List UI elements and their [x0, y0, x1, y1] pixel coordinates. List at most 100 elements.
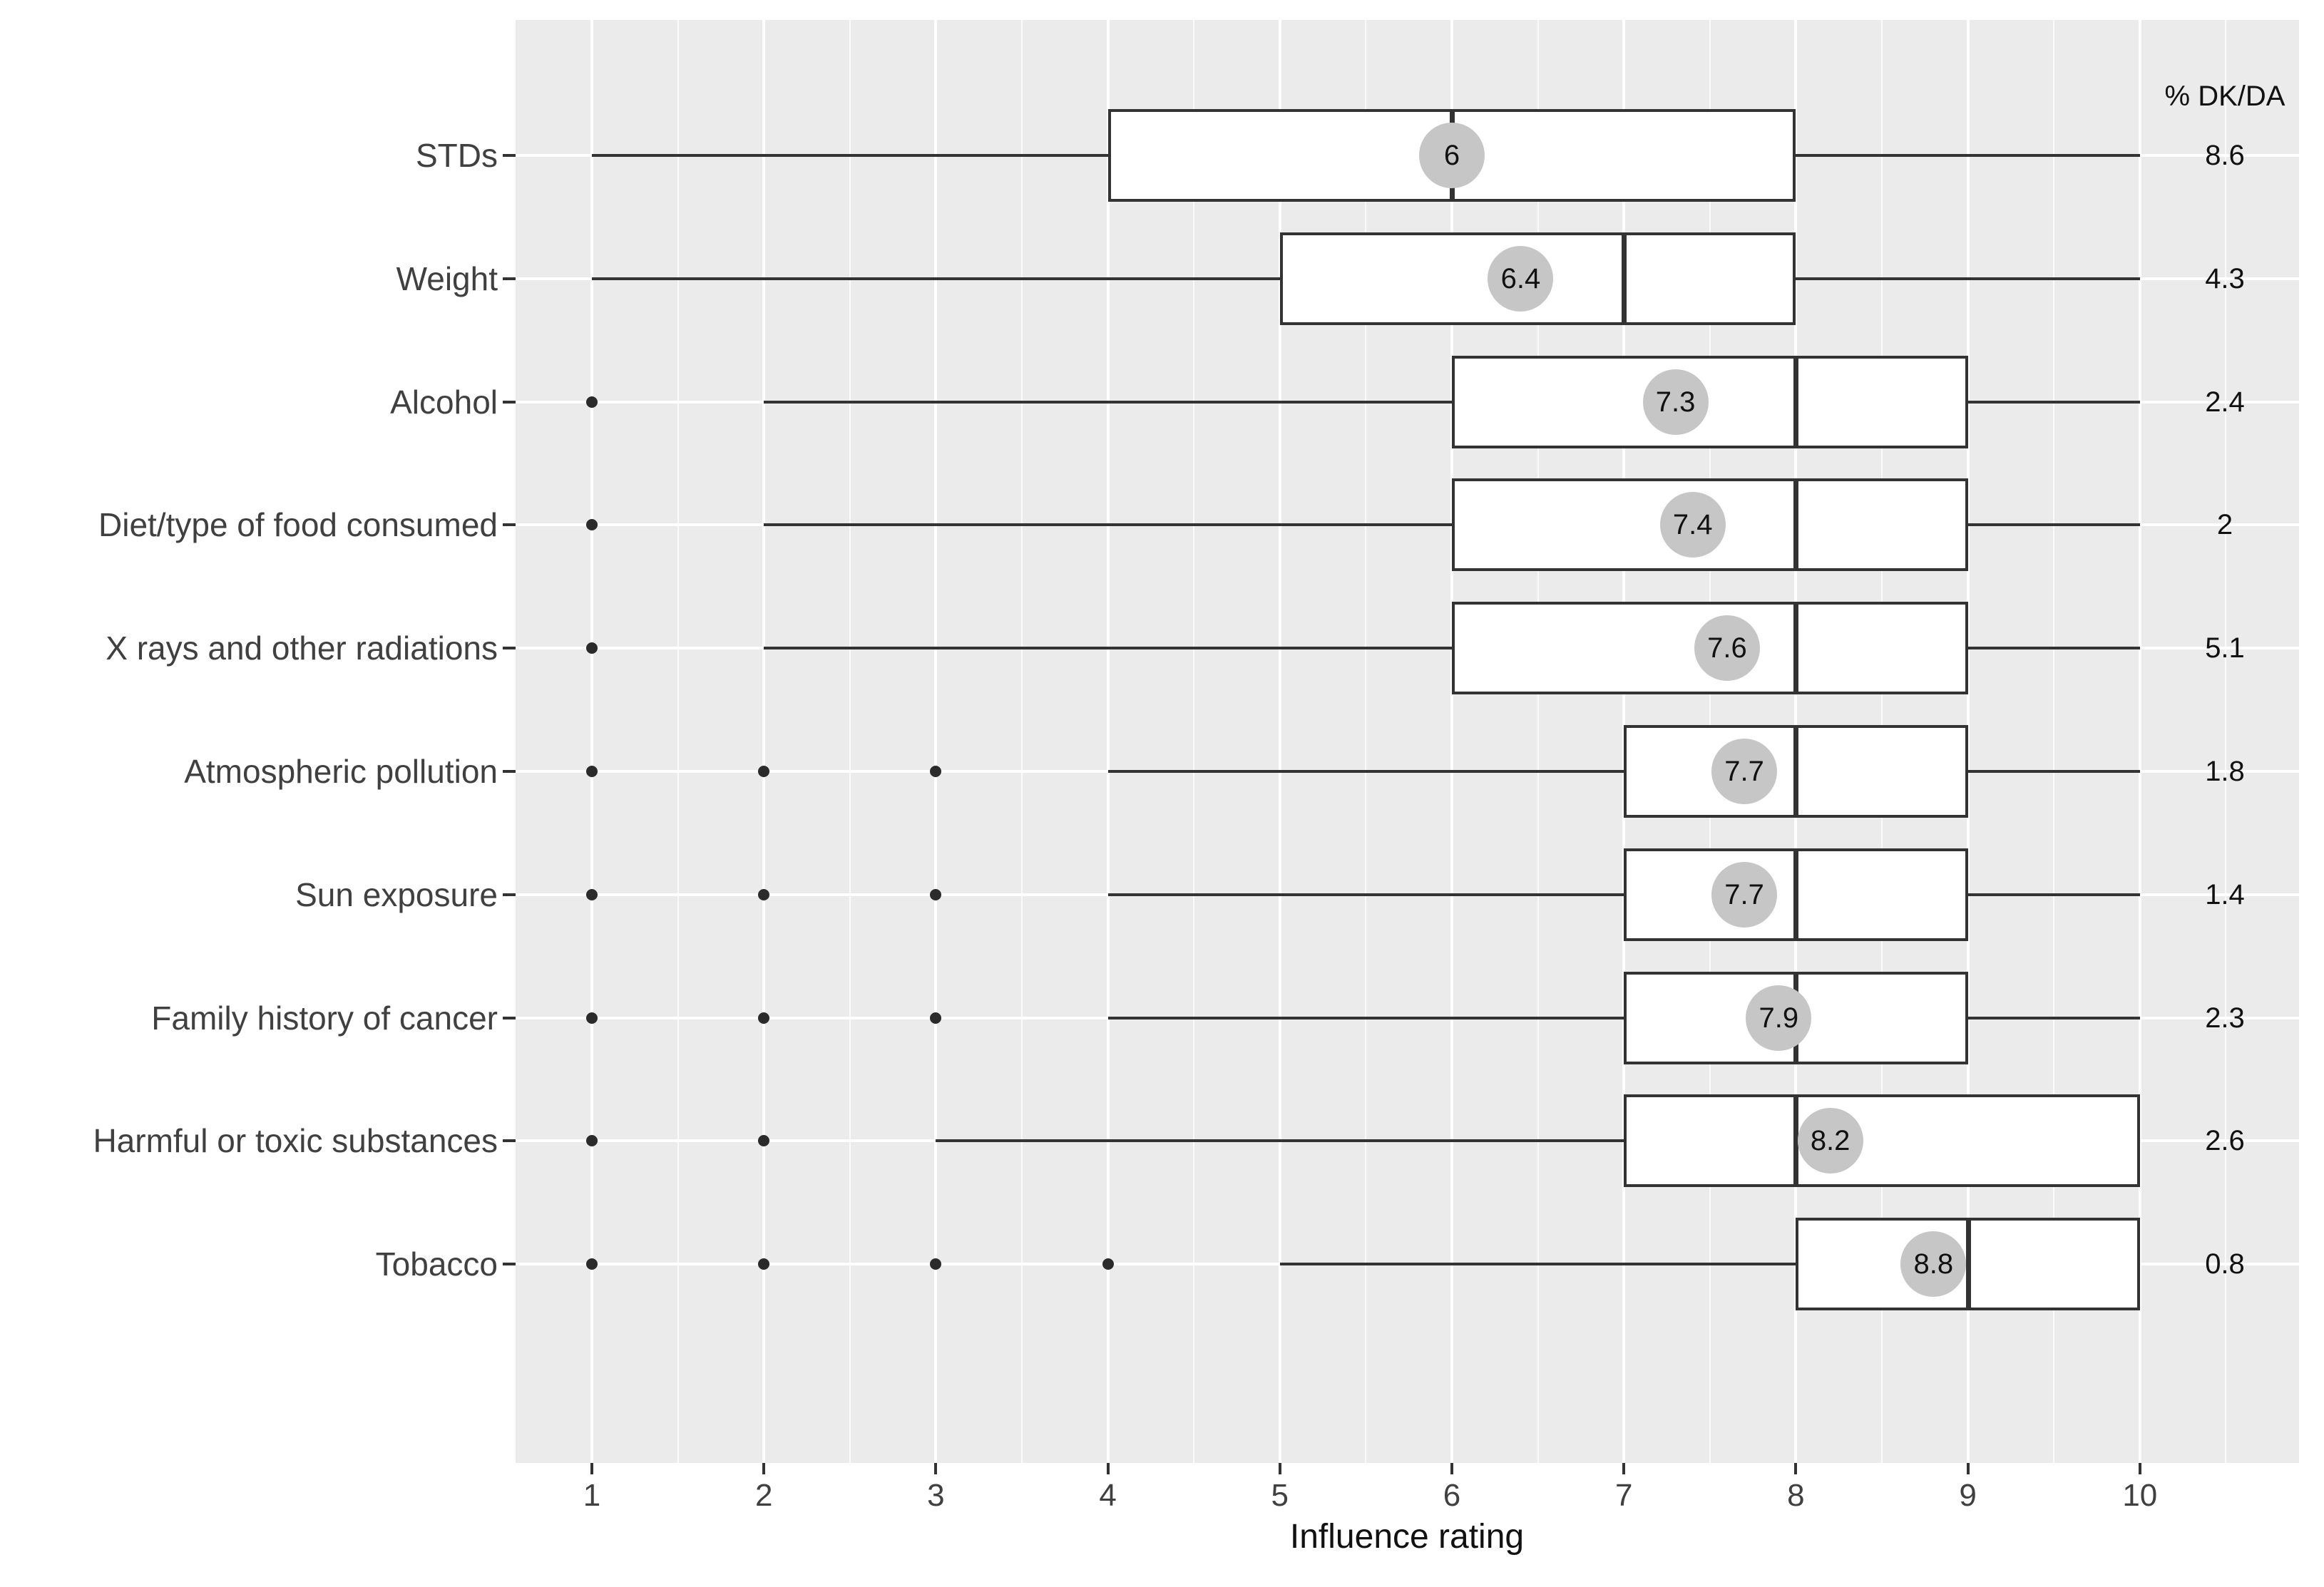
outlier-dot: [758, 888, 770, 900]
dk-da-value: 5.1: [2205, 632, 2245, 664]
outlier-dot: [758, 766, 770, 777]
outlier-dot: [930, 1258, 942, 1270]
mean-dot: 7.9: [1746, 985, 1812, 1051]
gridline-minor: [1365, 20, 1367, 1463]
x-axis-tick-label: 7: [1614, 1478, 1633, 1513]
category-tick: [503, 770, 516, 773]
whisker-left: [764, 400, 1452, 404]
gridline-minor: [1021, 20, 1023, 1463]
x-axis-tick: [1106, 1463, 1110, 1474]
category-tick: [503, 893, 516, 896]
whisker-right: [1967, 770, 2140, 773]
gridline-major: [2138, 20, 2141, 1463]
category-tick: [503, 1263, 516, 1266]
dk-da-column-header: % DK/DA: [2164, 81, 2285, 112]
whisker-left: [1107, 1016, 1624, 1020]
whisker-left: [936, 1139, 1624, 1143]
whisker-right: [1967, 523, 2140, 527]
whisker-left: [592, 277, 1280, 280]
whisker-right: [1967, 1016, 2140, 1020]
gridline-major: [1106, 20, 1110, 1463]
outlier-dot: [930, 888, 942, 900]
whisker-right: [1796, 154, 2140, 157]
whisker-left: [592, 154, 1108, 157]
outlier-dot: [586, 642, 598, 654]
gridline-minor: [1537, 20, 1539, 1463]
outlier-dot: [586, 396, 598, 408]
dk-da-value: 1.4: [2205, 878, 2245, 910]
median-line: [1622, 235, 1627, 322]
category-label: Diet/type of food consumed: [98, 506, 498, 544]
outlier-dot: [930, 1012, 942, 1024]
mean-dot: 7.3: [1642, 369, 1709, 435]
mean-dot: 8.2: [1797, 1108, 1863, 1174]
whisker-left: [1279, 1263, 1796, 1266]
median-line: [1793, 1097, 1799, 1185]
x-axis-tick: [2138, 1463, 2141, 1474]
x-axis-tick: [934, 1463, 938, 1474]
outlier-dot: [758, 1135, 770, 1147]
box: [1624, 1094, 2140, 1188]
whisker-left: [764, 523, 1452, 527]
x-axis-tick: [1450, 1463, 1453, 1474]
category-tick: [503, 1016, 516, 1020]
whisker-left: [1107, 893, 1624, 896]
dk-da-value: 2.3: [2205, 1002, 2245, 1034]
whisker-right: [1796, 277, 2140, 280]
dk-da-value: 4.3: [2205, 262, 2245, 294]
x-axis-tick-label: 4: [1099, 1478, 1117, 1513]
category-label: Tobacco: [375, 1246, 498, 1283]
whisker-right: [1967, 647, 2140, 650]
x-axis-tick: [1622, 1463, 1626, 1474]
category-label: Harmful or toxic substances: [93, 1122, 498, 1160]
dk-da-value: 2: [2216, 509, 2233, 541]
category-tick: [503, 523, 516, 527]
dk-da-value: 1.8: [2205, 756, 2245, 787]
x-axis-tick-label: 10: [2122, 1478, 2158, 1513]
x-axis-tick-label: 1: [583, 1478, 601, 1513]
category-tick: [503, 277, 516, 280]
category-tick: [503, 400, 516, 404]
x-axis-tick-label: 8: [1787, 1478, 1805, 1513]
category-label: Weight: [396, 260, 498, 297]
x-axis-tick: [1966, 1463, 1970, 1474]
x-axis-tick: [1278, 1463, 1281, 1474]
outlier-dot: [586, 766, 598, 777]
dk-da-value: 0.8: [2205, 1248, 2245, 1280]
median-line: [1793, 605, 1799, 692]
category-label: Sun exposure: [295, 875, 498, 913]
gridline-minor: [2225, 20, 2227, 1463]
gridline-major: [1278, 20, 1281, 1463]
mean-dot: 6.4: [1488, 245, 1554, 312]
outlier-dot: [1102, 1258, 1114, 1270]
whisker-right: [1967, 400, 2140, 404]
mean-dot: 7.4: [1659, 492, 1726, 558]
median-line: [1793, 481, 1799, 569]
outlier-dot: [586, 1258, 598, 1270]
x-axis-title: Influence rating: [1289, 1518, 1525, 1556]
gridline-major: [1450, 20, 1453, 1463]
whisker-left: [1107, 770, 1624, 773]
category-label: Family history of cancer: [151, 999, 498, 1037]
mean-dot: 7.6: [1694, 615, 1760, 682]
x-axis-tick-label: 2: [754, 1478, 773, 1513]
gridline-minor: [2053, 20, 2055, 1463]
outlier-dot: [586, 888, 598, 900]
category-tick: [503, 154, 516, 157]
gridline-major: [590, 20, 593, 1463]
median-line: [1965, 1221, 1971, 1308]
category-label: Atmospheric pollution: [184, 753, 498, 790]
outlier-dot: [586, 1135, 598, 1147]
mean-dot: 7.7: [1711, 861, 1778, 928]
gridline-major: [934, 20, 938, 1463]
gridline-minor: [677, 20, 679, 1463]
median-line: [1793, 728, 1799, 815]
median-line: [1793, 851, 1799, 938]
x-axis-tick-label: 9: [1959, 1478, 1977, 1513]
x-axis-tick: [1794, 1463, 1798, 1474]
outlier-dot: [586, 519, 598, 531]
dk-da-value: 8.6: [2205, 140, 2245, 171]
whisker-right: [1967, 893, 2140, 896]
mean-dot: 6: [1419, 123, 1485, 188]
